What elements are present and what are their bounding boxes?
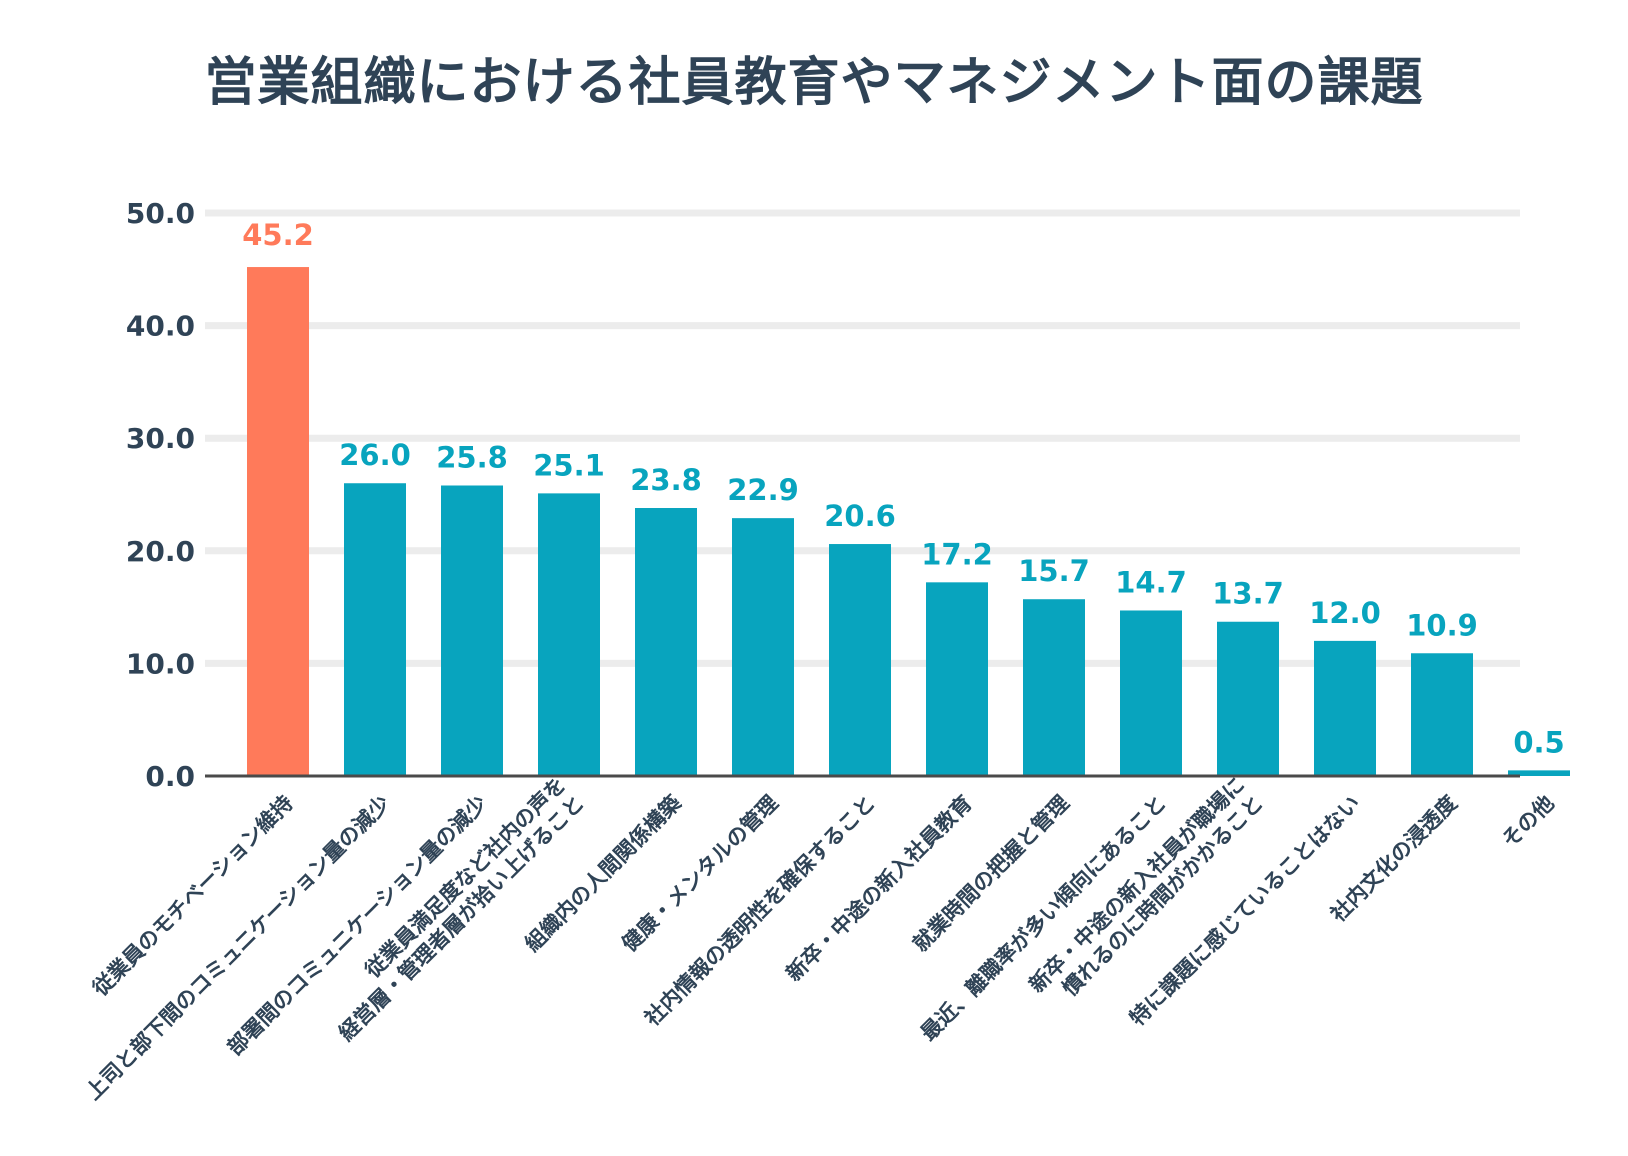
bar	[1217, 621, 1279, 776]
chart-title: 営業組織における社員教育やマネジメント面の課題	[204, 53, 1424, 113]
category-label-line: 慣れるのに時間がかかること	[1057, 791, 1268, 1002]
y-tick-label: 0.0	[145, 760, 195, 793]
y-tick-label: 40.0	[126, 310, 195, 343]
category-label-line: 健康・メンタルの管理	[617, 791, 782, 956]
bar	[1120, 610, 1182, 776]
value-label: 25.1	[533, 448, 605, 482]
category-label-line: 新卒・中途の新入社員教育	[782, 791, 977, 986]
bar	[732, 518, 794, 776]
category-label: その他	[1497, 791, 1559, 853]
bar	[538, 493, 600, 776]
bars	[247, 267, 1570, 776]
value-label: 45.2	[242, 218, 314, 252]
value-label: 13.7	[1212, 577, 1284, 611]
category-label: 就業時間の把握と管理	[908, 791, 1073, 956]
bar	[344, 483, 406, 776]
bar	[1508, 770, 1570, 776]
value-label: 17.2	[921, 537, 993, 571]
bar	[1314, 640, 1376, 776]
value-label: 14.7	[1115, 565, 1187, 599]
category-label: 従業員のモチベーション維持	[87, 791, 297, 1001]
category-labels: 従業員のモチベーション維持上司と部下間のコミュニケーション量の減少部署間のコミュ…	[81, 772, 1559, 1104]
y-tick-label: 50.0	[126, 197, 195, 230]
bar	[1411, 653, 1473, 776]
value-label: 20.6	[824, 499, 896, 533]
category-label-line: その他	[1497, 791, 1559, 853]
bar	[829, 544, 891, 776]
value-label: 0.5	[1513, 725, 1564, 759]
category-label: 組織内の人間関係構築	[520, 790, 686, 956]
category-label-line: 就業時間の把握と管理	[908, 791, 1073, 956]
bar	[1023, 599, 1085, 776]
bar	[635, 508, 697, 776]
y-tick-label: 30.0	[126, 422, 195, 455]
category-label: 新卒・中途の新入社員教育	[782, 791, 977, 986]
value-label: 22.9	[727, 473, 799, 507]
value-label: 15.7	[1018, 554, 1090, 588]
category-label-line: 従業員のモチベーション維持	[87, 791, 297, 1001]
category-label-line: 組織内の人間関係構築	[520, 790, 686, 956]
value-label: 23.8	[630, 463, 702, 497]
category-label: 健康・メンタルの管理	[617, 791, 782, 956]
value-labels: 45.2 26.0 25.8 25.1 23.8 22.9 20.6 17.2 15.7 14.7…	[242, 218, 1564, 759]
value-label: 12.0	[1309, 596, 1381, 630]
value-label: 10.9	[1406, 608, 1478, 642]
bar	[247, 267, 309, 776]
bar	[441, 485, 503, 776]
bar	[926, 582, 988, 776]
value-label: 26.0	[339, 438, 411, 472]
y-tick-label: 20.0	[126, 535, 195, 568]
value-label: 25.8	[436, 440, 508, 474]
y-tick-label: 10.0	[126, 647, 195, 680]
y-axis-ticks: 0.0 10.0 20.0 30.0 40.0 50.0	[126, 197, 195, 793]
